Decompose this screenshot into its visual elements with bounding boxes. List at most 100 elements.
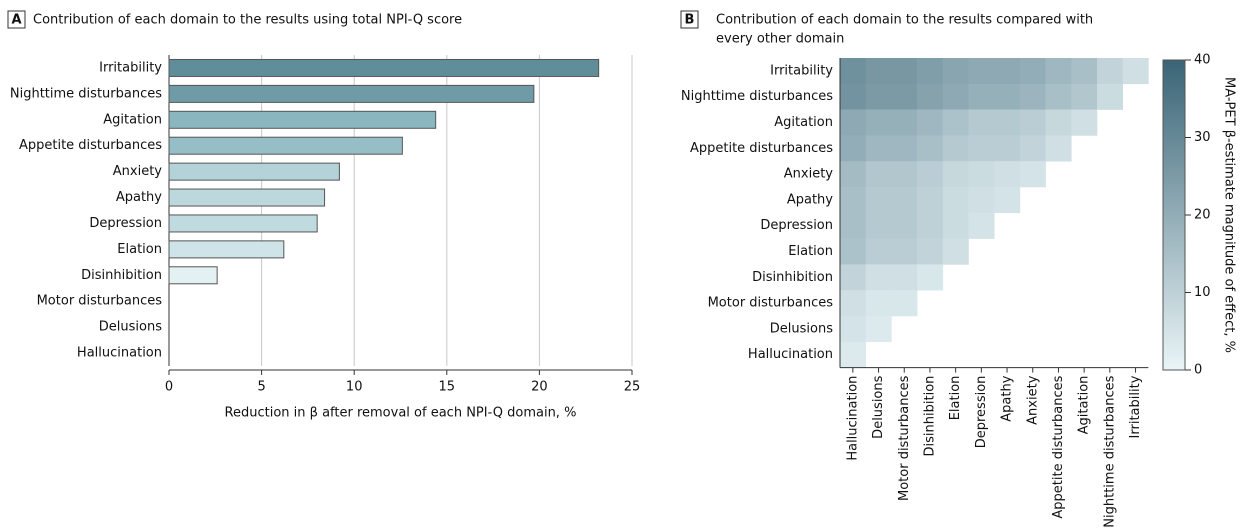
heatmap-cell: [968, 161, 995, 188]
heatmap-cell: [1097, 58, 1123, 85]
heatmap-cell: [865, 135, 892, 162]
x-axis-label: Reduction in β after removal of each NPI…: [225, 406, 577, 421]
heatmap-cell: [917, 135, 944, 162]
heatmap-cell: [1097, 83, 1123, 110]
x-tick-label: 10: [346, 380, 363, 395]
y-tick-label: Disinhibition: [752, 270, 833, 285]
x-tick-label: Agitation: [1077, 376, 1092, 435]
heatmap-cell: [840, 341, 866, 368]
x-tick-label: Apathy: [1000, 375, 1015, 421]
heatmap-cell: [1045, 83, 1072, 110]
heatmap-cell: [917, 238, 944, 265]
x-tick-label: 15: [439, 380, 456, 395]
y-tick-label: Appetite disturbances: [19, 138, 162, 153]
heatmap-cell: [994, 109, 1021, 136]
heatmap-cell: [840, 109, 866, 136]
x-tick-label: 20: [531, 380, 548, 395]
heatmap-cell: [1019, 161, 1046, 188]
heatmap-cell: [891, 83, 918, 110]
y-tick-label: Elation: [788, 244, 833, 259]
heatmap-cell: [968, 109, 995, 136]
heatmap-cell: [840, 135, 866, 162]
x-tick-label: Anxiety: [1025, 375, 1040, 425]
heatmap-cell: [1045, 135, 1072, 162]
y-tick-label: Delusions: [99, 320, 162, 335]
heatmap-cell: [917, 187, 944, 214]
heatmap-cell: [865, 238, 892, 265]
heatmap-cell: [1045, 58, 1072, 85]
x-tick-label: 5: [257, 380, 265, 395]
heatmap-cell: [840, 83, 866, 110]
bar: [168, 162, 340, 181]
x-tick-label: 0: [165, 380, 173, 395]
y-tick-label: Motor disturbances: [37, 294, 163, 309]
y-tick-label: Anxiety: [113, 164, 163, 179]
panel-badge: [680, 10, 699, 29]
bar: [168, 188, 326, 207]
panel-badge: [7, 10, 26, 29]
x-tick-label: Nighttime disturbances: [1102, 375, 1117, 527]
heatmap-cell: [891, 161, 918, 188]
y-tick-label: Apathy: [116, 190, 162, 205]
bar: [168, 110, 437, 129]
heatmap-cell: [891, 109, 918, 136]
heatmap-cell: [994, 135, 1021, 162]
heatmap-cell: [968, 212, 995, 239]
colorbar-label: MA-PET β-estimate magnitude of effect, %: [1222, 77, 1237, 353]
heatmap-cell: [994, 187, 1021, 214]
heatmap-cell: [994, 83, 1021, 110]
colorbar-tick-label: 40: [1194, 53, 1211, 68]
y-tick-label: Disinhibition: [81, 268, 162, 283]
heatmap-cell: [865, 212, 892, 239]
heatmap-cell: [1045, 109, 1072, 136]
y-tick-label: Elation: [117, 242, 162, 257]
bar: [168, 266, 218, 285]
x-tick-label: Motor disturbances: [897, 375, 912, 501]
heatmap-cell: [1019, 109, 1046, 136]
heatmap-cell: [1071, 58, 1098, 85]
y-tick-label: Delusions: [770, 321, 833, 336]
x-tick-label: Delusions: [871, 375, 886, 438]
heatmap-cell: [942, 135, 969, 162]
heatmap-cell: [917, 264, 944, 291]
bar: [168, 214, 318, 233]
heatmap-cell: [840, 238, 866, 265]
x-tick-label: 25: [624, 380, 641, 395]
y-tick-label: Anxiety: [784, 167, 834, 182]
heatmap-cell: [865, 264, 892, 291]
chart-title: Contribution of each domain to the resul…: [716, 13, 1093, 28]
x-tick-label: Irritability: [1128, 375, 1143, 438]
heatmap-cell: [891, 58, 918, 85]
heatmap-cell: [865, 316, 892, 343]
bar: [168, 58, 600, 77]
x-tick-label: Disinhibition: [922, 376, 937, 457]
y-tick-label: Agitation: [774, 115, 833, 130]
heatmap-cell: [942, 109, 969, 136]
colorbar: [1162, 59, 1186, 371]
heatmap-cell: [865, 290, 892, 317]
y-tick-label: Irritability: [770, 63, 833, 78]
x-tick-label: Elation: [948, 376, 963, 421]
heatmap-cell: [968, 135, 995, 162]
heatmap-cell: [840, 58, 866, 85]
y-tick-label: Nighttime disturbances: [10, 86, 162, 101]
heatmap-cell: [994, 58, 1021, 85]
heatmap-cell: [968, 58, 995, 85]
heatmap-cell: [891, 290, 918, 317]
heatmap-cell: [1019, 58, 1046, 85]
heatmap-cell: [865, 161, 892, 188]
y-tick-label: Motor disturbances: [708, 296, 834, 311]
colorbar-tick-label: 20: [1194, 208, 1211, 223]
heatmap-cell: [917, 58, 944, 85]
heatmap-cell: [942, 212, 969, 239]
heatmap-cell: [840, 264, 866, 291]
heatmap-cell: [1019, 83, 1046, 110]
heatmap-cell: [865, 187, 892, 214]
heatmap-cell: [865, 83, 892, 110]
x-tick-label: Appetite disturbances: [1051, 375, 1066, 518]
panel-letter: A: [11, 13, 21, 28]
y-tick-label: Hallucination: [748, 347, 833, 362]
x-tick-label: Hallucination: [845, 376, 860, 461]
x-tick-label: Depression: [974, 376, 989, 449]
y-tick-label: Agitation: [103, 112, 162, 127]
